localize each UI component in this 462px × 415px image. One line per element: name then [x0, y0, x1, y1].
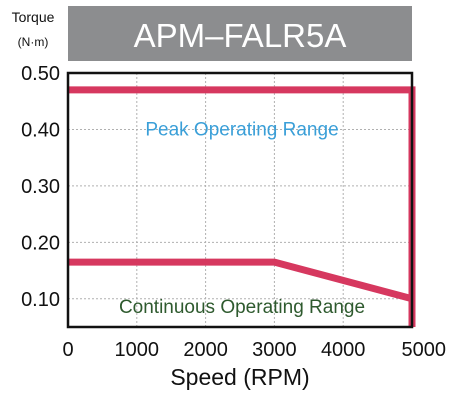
x-tick-label: 1000: [115, 339, 160, 361]
annotations: Peak Operating Range Continuous Operating…: [119, 119, 365, 318]
y-tick-label: 0.20: [21, 232, 60, 254]
x-tick-label: 0: [62, 339, 73, 361]
plot-frame: [66, 71, 414, 329]
tick-labels: 0.10 0.20 0.30 0.40 0.50 0 1000 2000 3000 4000 500…: [21, 63, 446, 361]
chart-title: APM–FALR5A: [134, 17, 347, 54]
x-tick-label: 3000: [252, 339, 297, 361]
chart-title-background: [68, 6, 412, 61]
x-tick-label: 4000: [321, 339, 366, 361]
grid-lines: [68, 73, 412, 327]
x-tick-label: 2000: [183, 339, 228, 361]
x-tick-label: 5000: [402, 339, 447, 361]
y-tick-label: 0.40: [21, 119, 60, 141]
y-tick-label: 0.30: [21, 176, 60, 198]
axes: [66, 71, 414, 329]
y-tick-label: 0.50: [21, 63, 60, 85]
peak-range-label: Peak Operating Range: [145, 119, 338, 140]
continuous-torque-line: [68, 258, 413, 303]
y-tick-label: 0.10: [21, 289, 60, 311]
y-axis-label: Torque: [12, 9, 55, 25]
x-axis-label: Speed (RPM): [170, 364, 309, 390]
y-axis-unit: (N·m): [18, 35, 49, 49]
continuous-range-label: Continuous Operating Range: [119, 297, 365, 318]
